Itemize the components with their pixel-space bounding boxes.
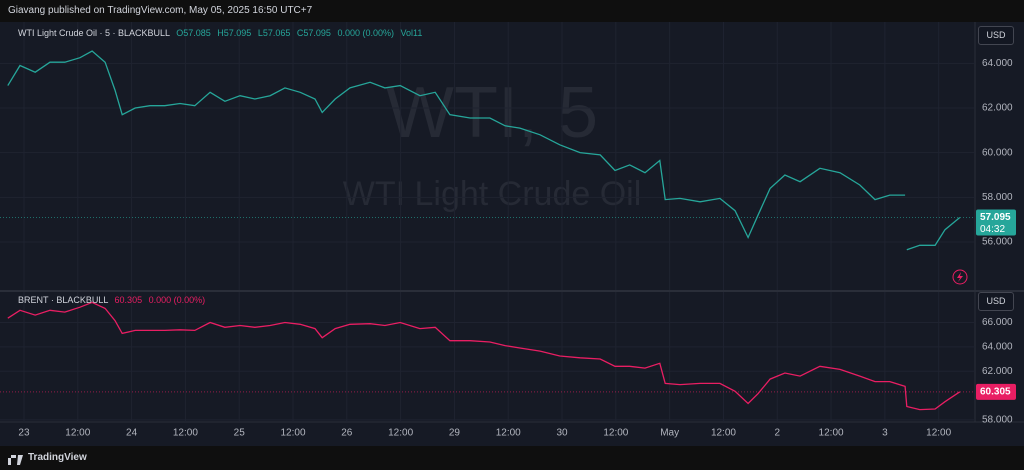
x-tick-label: May <box>660 428 679 439</box>
x-tick-label: 12:00 <box>603 428 628 439</box>
x-tick-label: 12:00 <box>711 428 736 439</box>
x-tick-label: 12:00 <box>388 428 413 439</box>
legend-value: 0.000 (0.00%) <box>337 28 394 38</box>
legend: WTI Light Crude Oil · 5 · BLACKBULL O57.… <box>14 28 422 38</box>
y-tick-label: 64.000 <box>982 58 1013 69</box>
x-tick-label: 24 <box>126 428 138 439</box>
legend-value: 60.305 <box>114 295 143 305</box>
legend-value: O57.085 <box>176 28 211 38</box>
y-tick-label: 58.000 <box>982 192 1013 203</box>
watermark: WTI, 5 <box>386 73 598 153</box>
watermark: WTI Light Crude Oil <box>343 175 642 213</box>
alert-icon[interactable] <box>952 269 968 285</box>
footer-brand: TradingView <box>28 452 87 463</box>
x-tick-label: 12:00 <box>173 428 198 439</box>
x-tick-label: 12:00 <box>496 428 521 439</box>
legend-value: L57.065 <box>257 28 291 38</box>
x-tick-label: 12:00 <box>281 428 306 439</box>
price-line <box>7 301 961 411</box>
x-tick-label: 23 <box>18 428 30 439</box>
price-label-box <box>976 209 1016 236</box>
logo <box>8 455 23 465</box>
chart-background <box>0 22 1024 446</box>
legend-value: H57.095 <box>217 28 252 38</box>
y-tick-label: 64.000 <box>982 341 1013 352</box>
legend: BRENT · BLACKBULL 60.305 0.000 (0.00%) <box>14 295 205 305</box>
currency-button[interactable]: USD <box>978 26 1014 45</box>
y-tick-label: 66.000 <box>982 317 1013 328</box>
publisher-header: Giavang published on TradingView.com, Ma… <box>8 5 313 16</box>
x-tick-label: 2 <box>774 428 780 439</box>
x-tick-label: 29 <box>449 428 461 439</box>
alert-icon-bolt <box>957 272 963 282</box>
legend-value: Vol11 <box>400 28 423 38</box>
currency-button[interactable]: USD <box>978 292 1014 311</box>
countdown: 04:32 <box>980 224 1005 235</box>
y-tick-label: 62.000 <box>982 366 1013 377</box>
price-label: 60.305 <box>980 386 1011 397</box>
legend-title: BRENT · BLACKBULL <box>18 295 109 305</box>
price-line <box>7 50 961 251</box>
legend-title: WTI Light Crude Oil · 5 · BLACKBULL <box>18 28 170 38</box>
x-tick-label: 12:00 <box>819 428 844 439</box>
y-tick-label: 62.000 <box>982 103 1013 114</box>
y-tick-label: 56.000 <box>982 237 1013 248</box>
x-tick-label: 12:00 <box>926 428 951 439</box>
legend-value: C57.095 <box>296 28 331 38</box>
x-tick-label: 3 <box>882 428 888 439</box>
x-tick-label: 12:00 <box>65 428 90 439</box>
x-tick-label: 30 <box>556 428 568 439</box>
y-tick-label: 60.000 <box>982 147 1013 158</box>
x-tick-label: 25 <box>234 428 246 439</box>
price-label-box <box>976 383 1016 400</box>
x-tick-label: 26 <box>341 428 353 439</box>
legend-value: 0.000 (0.00%) <box>148 295 206 305</box>
price-label: 57.095 <box>980 212 1011 223</box>
y-tick-label: 58.000 <box>982 415 1013 426</box>
